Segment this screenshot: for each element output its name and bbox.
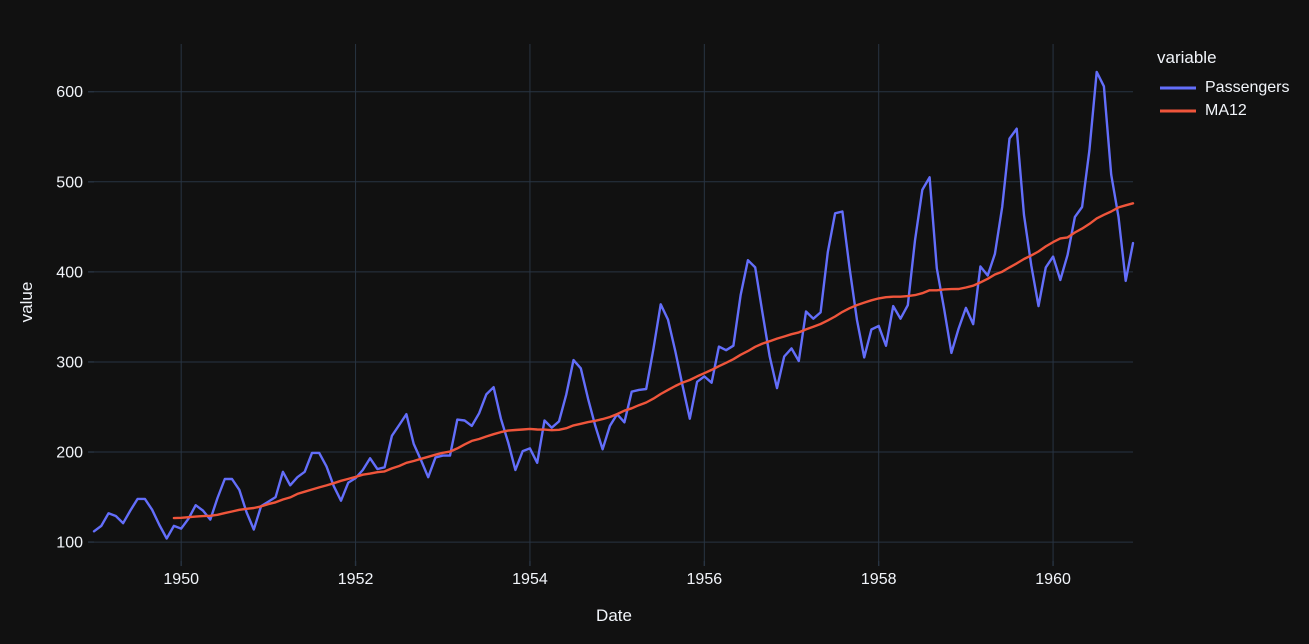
x-tick-label: 1950	[163, 571, 199, 588]
legend-item-ma12[interactable]: MA12	[1157, 99, 1290, 122]
passengers-line-swatch-icon	[1160, 86, 1196, 89]
y-tick-label: 400	[56, 264, 83, 281]
legend-title: variable	[1157, 48, 1217, 67]
x-tick-label: 1952	[338, 571, 374, 588]
y-tick-label: 100	[56, 535, 83, 552]
passengers-line[interactable]	[92, 70, 1135, 540]
legend: variable Passengers MA12	[1157, 48, 1290, 122]
x-axis-title: Date	[596, 606, 632, 625]
x-tick-label: 1960	[1035, 571, 1071, 588]
y-tick-label: 600	[56, 84, 83, 101]
ma12-line-swatch-icon	[1160, 109, 1196, 112]
legend-item-passengers[interactable]: Passengers	[1157, 76, 1290, 99]
y-tick-label: 300	[56, 354, 83, 371]
ma12-line[interactable]	[172, 202, 1135, 520]
x-tick-label: 1956	[687, 571, 723, 588]
legend-label-passengers: Passengers	[1205, 78, 1290, 96]
legend-label-ma12: MA12	[1205, 101, 1247, 119]
y-tick-label: 200	[56, 445, 83, 462]
y-axis-title: value	[17, 281, 36, 323]
x-tick-label: 1954	[512, 571, 548, 588]
x-tick-label: 1958	[861, 571, 897, 588]
y-tick-label: 500	[56, 174, 83, 191]
